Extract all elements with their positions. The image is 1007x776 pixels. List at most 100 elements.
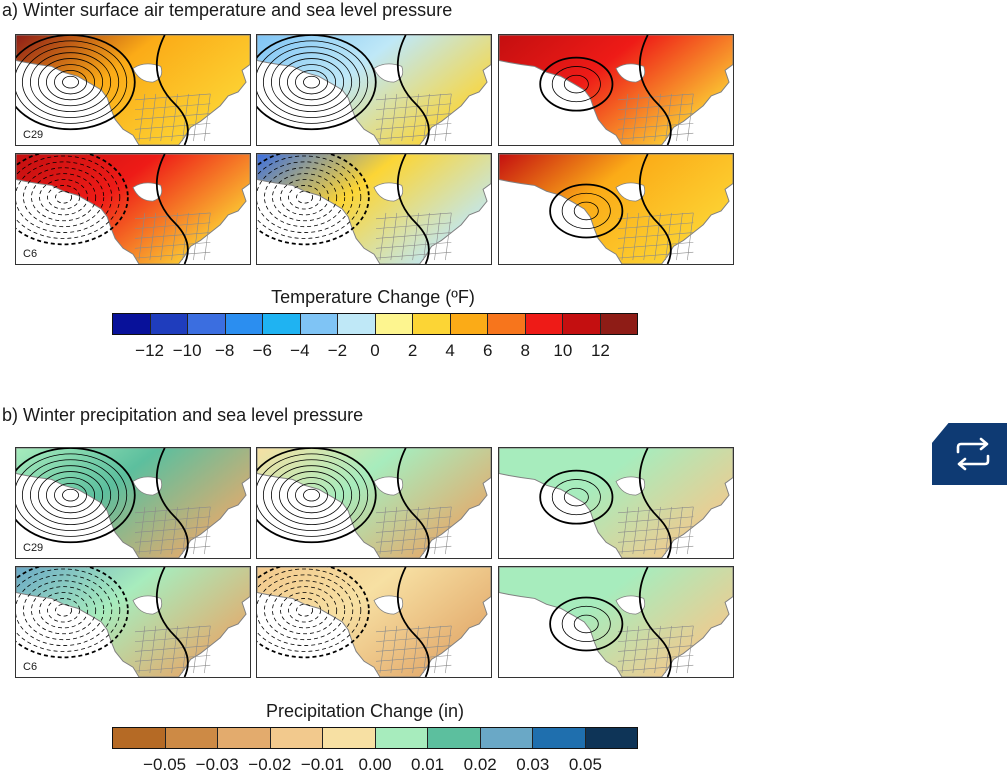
map-panel <box>256 566 492 678</box>
colorbar-tick-label: −0.05 <box>143 755 187 774</box>
land-field <box>499 35 733 145</box>
map-panel <box>498 34 734 146</box>
state-borders <box>134 212 211 261</box>
colorbar-swatch <box>218 728 271 748</box>
colorbar-swatch <box>113 728 166 748</box>
colorbar-swatch <box>413 314 451 334</box>
slp-contour <box>551 66 601 103</box>
colorbar-swatch <box>188 314 226 334</box>
colorbar-tick-label: −8 <box>215 341 235 360</box>
precipitation-colorbar-title: Precipitation Change (in) <box>265 701 465 721</box>
state-borders <box>134 506 211 555</box>
row-label: C6 <box>22 661 39 673</box>
map-panel: C29 <box>15 447 251 559</box>
slp-zero-contour <box>397 448 430 558</box>
slp-contour <box>21 459 120 531</box>
slp-contour <box>46 477 96 514</box>
map-panel: C6 <box>15 566 251 678</box>
slp-contour <box>573 614 599 634</box>
colorbar-swatch <box>488 314 526 334</box>
colorbar-tick-label: −6 <box>252 341 272 360</box>
slp-contour <box>573 201 599 221</box>
slp-zero-contour <box>397 35 430 145</box>
slp-contour <box>280 592 330 629</box>
colorbar-swatch <box>600 314 637 334</box>
slp-contour <box>279 58 345 107</box>
slp-contour <box>257 40 369 124</box>
map-panel <box>256 34 492 146</box>
land-field <box>16 567 250 677</box>
colorbar-swatch <box>375 314 413 334</box>
slp-contour <box>279 471 345 520</box>
slp-contour <box>39 592 89 629</box>
slp-zero-contour <box>156 567 189 677</box>
colorbar-tick-label: 2 <box>407 341 418 360</box>
slp-contour <box>264 580 346 641</box>
slp-contour <box>539 56 614 112</box>
slp-contour <box>262 46 361 118</box>
slp-contour <box>295 69 328 95</box>
colorbar-swatch <box>428 728 481 748</box>
slp-contour <box>257 35 377 131</box>
slp-zero-contour <box>397 154 430 264</box>
slp-zero-contour <box>397 567 430 677</box>
temperature-colorbar-title: Temperature Change (ºF) <box>271 287 475 307</box>
slp-contour <box>288 598 322 623</box>
colorbar-swatch <box>533 728 586 748</box>
land-field <box>257 35 491 145</box>
slp-contour <box>296 603 314 617</box>
colorbar-swatch <box>585 728 637 748</box>
colorbar-tick-label: −10 <box>172 341 202 360</box>
colorbar-tick-label: −2 <box>327 341 348 360</box>
slp-zero-contour <box>639 448 672 558</box>
slp-contour <box>16 161 113 233</box>
slp-contour <box>62 75 79 89</box>
land-field <box>16 448 250 558</box>
map-panel <box>498 153 734 265</box>
slp-contour <box>16 567 129 659</box>
slp-contour <box>29 465 112 525</box>
colorbar-tick-label: 12 <box>590 341 610 360</box>
colorbar-swatch <box>300 314 338 334</box>
colorbar-tick-label: −0.03 <box>195 755 239 774</box>
state-borders <box>375 506 452 555</box>
land-field <box>257 567 491 677</box>
slp-contour <box>16 448 136 544</box>
state-borders <box>375 625 452 674</box>
slp-contour <box>563 74 589 94</box>
slp-contour <box>16 35 136 131</box>
colorbar-tick-label: 10 <box>553 341 573 360</box>
section-b-title: b) Winter precipitation and sea level pr… <box>2 405 364 425</box>
map-panel <box>498 566 734 678</box>
colorbar-swatch <box>263 314 301 334</box>
slp-contour <box>296 190 314 204</box>
slp-contour <box>262 459 361 531</box>
slp-contour <box>563 487 589 507</box>
slp-contour <box>16 40 128 124</box>
slp-contour <box>54 482 87 508</box>
colorbar-swatch <box>113 314 151 334</box>
temperature-colorbar <box>112 313 638 335</box>
slp-contour <box>257 453 369 537</box>
map-panel <box>498 447 734 559</box>
slp-contour <box>539 469 614 525</box>
slp-contour <box>272 586 338 635</box>
section-a-title: a) Winter surface air temperature and se… <box>2 0 453 20</box>
colorbar-tick-label: 0.01 <box>411 755 445 774</box>
colorbar-tick-label: 0 <box>370 341 380 360</box>
slp-contour <box>303 75 320 89</box>
slp-contour <box>287 64 337 101</box>
state-borders <box>617 93 694 142</box>
colorbar-tick-label: −4 <box>290 341 310 360</box>
slp-contour <box>272 173 338 222</box>
colorbar-tick-label: 8 <box>520 341 531 360</box>
land-field <box>257 154 491 264</box>
precipitation-colorbar <box>112 727 638 749</box>
slp-zero-contour <box>156 154 189 264</box>
slp-contour <box>38 58 104 107</box>
colorbar-tick-label: 0.00 <box>358 755 392 774</box>
map-panel: C6 <box>15 153 251 265</box>
row-label: C29 <box>22 542 45 554</box>
toggle-view-button[interactable] <box>932 423 1007 485</box>
map-panel <box>256 447 492 559</box>
